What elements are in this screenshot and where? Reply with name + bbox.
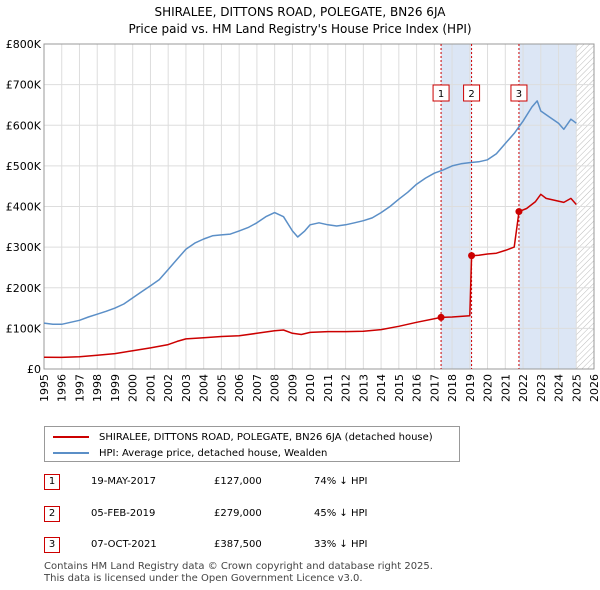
x-tick-label: 2003 xyxy=(180,374,193,402)
x-tick-label: 2004 xyxy=(198,374,211,402)
x-tick-label: 1995 xyxy=(38,374,51,402)
sale-point xyxy=(515,208,523,216)
y-tick-label: £0 xyxy=(27,363,41,376)
sale-marker-box xyxy=(510,84,528,102)
sale-marker-label: 2 xyxy=(468,89,474,100)
y-tick-label: £400K xyxy=(6,201,42,214)
x-tick-label: 2009 xyxy=(286,374,299,402)
footer-license: This data is licensed under the Open Gov… xyxy=(44,573,363,584)
legend-item-property: SHIRALEE, DITTONS ROAD, POLEGATE, BN26 6… xyxy=(53,430,433,444)
x-tick-label: 1999 xyxy=(109,374,122,402)
sale-marker-box xyxy=(432,84,450,102)
x-tick-label: 2026 xyxy=(588,374,600,402)
y-tick-label: £600K xyxy=(6,119,42,132)
x-tick-label: 2017 xyxy=(428,374,441,402)
series-line xyxy=(43,193,577,359)
legend-label-property: SHIRALEE, DITTONS ROAD, POLEGATE, BN26 6… xyxy=(99,431,433,443)
sale-point xyxy=(468,252,476,260)
legend-swatch-property xyxy=(53,436,89,438)
series-line xyxy=(43,100,577,326)
x-tick-label: 2008 xyxy=(269,374,282,402)
x-tick-label: 1998 xyxy=(91,374,104,402)
x-tick-label: 2018 xyxy=(446,374,459,402)
legend: SHIRALEE, DITTONS ROAD, POLEGATE, BN26 6… xyxy=(44,426,460,462)
x-tick-label: 2006 xyxy=(233,374,246,402)
footer: Contains HM Land Registry data © Crown c… xyxy=(44,561,433,585)
sale-row: 1 19-MAY-2017 £127,000 74% ↓ HPI xyxy=(44,474,464,490)
plot-frame xyxy=(43,43,595,370)
sale-point xyxy=(437,313,445,321)
legend-label-hpi: HPI: Average price, detached house, Weal… xyxy=(99,447,328,459)
sale-number: 3 xyxy=(44,537,60,553)
x-tick-label: 2012 xyxy=(340,374,353,402)
sale-price: £127,000 xyxy=(214,476,262,487)
sale-hpi-diff: 45% ↓ HPI xyxy=(314,508,368,519)
sale-hpi-diff: 33% ↓ HPI xyxy=(314,539,368,550)
y-tick-label: £700K xyxy=(6,79,42,92)
y-tick-label: £200K xyxy=(6,282,42,295)
x-tick-label: 2013 xyxy=(357,374,370,402)
sale-marker-box xyxy=(463,84,481,102)
x-tick-label: 2011 xyxy=(322,374,335,402)
x-tick-label: 2025 xyxy=(570,374,583,402)
sale-hpi-diff: 74% ↓ HPI xyxy=(314,476,368,487)
x-tick-label: 2016 xyxy=(411,374,424,402)
sale-date: 07-OCT-2021 xyxy=(91,539,157,550)
sale-marker-label: 1 xyxy=(438,89,444,100)
footer-copyright: Contains HM Land Registry data © Crown c… xyxy=(44,561,433,572)
x-tick-label: 1997 xyxy=(73,374,86,402)
sale-row: 2 05-FEB-2019 £279,000 45% ↓ HPI xyxy=(44,506,464,522)
sale-number: 2 xyxy=(44,506,60,522)
x-tick-label: 1996 xyxy=(56,374,69,402)
sale-date: 19-MAY-2017 xyxy=(91,476,157,487)
x-tick-label: 2005 xyxy=(215,374,228,402)
sale-price: £279,000 xyxy=(214,508,262,519)
sale-number: 1 xyxy=(44,474,60,490)
x-tick-label: 2015 xyxy=(393,374,406,402)
legend-swatch-hpi xyxy=(53,452,89,454)
y-tick-label: £500K xyxy=(6,160,42,173)
x-tick-label: 2024 xyxy=(553,374,566,402)
x-tick-label: 2000 xyxy=(127,374,140,402)
chart-subtitle: Price paid vs. HM Land Registry's House … xyxy=(128,22,471,36)
sale-marker-label: 3 xyxy=(516,89,522,100)
sale-date: 05-FEB-2019 xyxy=(91,508,156,519)
x-tick-label: 2001 xyxy=(144,374,157,402)
x-tick-label: 2007 xyxy=(251,374,264,402)
y-tick-label: £300K xyxy=(6,241,42,254)
sale-price: £387,500 xyxy=(214,539,262,550)
x-tick-label: 2019 xyxy=(464,374,477,402)
chart-title: SHIRALEE, DITTONS ROAD, POLEGATE, BN26 6… xyxy=(155,5,447,19)
x-tick-label: 2023 xyxy=(535,374,548,402)
legend-item-hpi: HPI: Average price, detached house, Weal… xyxy=(53,446,327,460)
x-tick-label: 2002 xyxy=(162,374,175,402)
x-tick-label: 2022 xyxy=(517,374,530,402)
y-tick-label: £800K xyxy=(6,38,42,51)
sale-row: 3 07-OCT-2021 £387,500 33% ↓ HPI xyxy=(44,537,464,553)
chart: SHIRALEE, DITTONS ROAD, POLEGATE, BN26 6… xyxy=(6,5,600,402)
y-tick-label: £100K xyxy=(6,322,42,335)
x-tick-label: 2021 xyxy=(499,374,512,402)
x-tick-label: 2014 xyxy=(375,374,388,402)
x-tick-label: 2010 xyxy=(304,374,317,402)
x-tick-label: 2020 xyxy=(482,374,495,402)
